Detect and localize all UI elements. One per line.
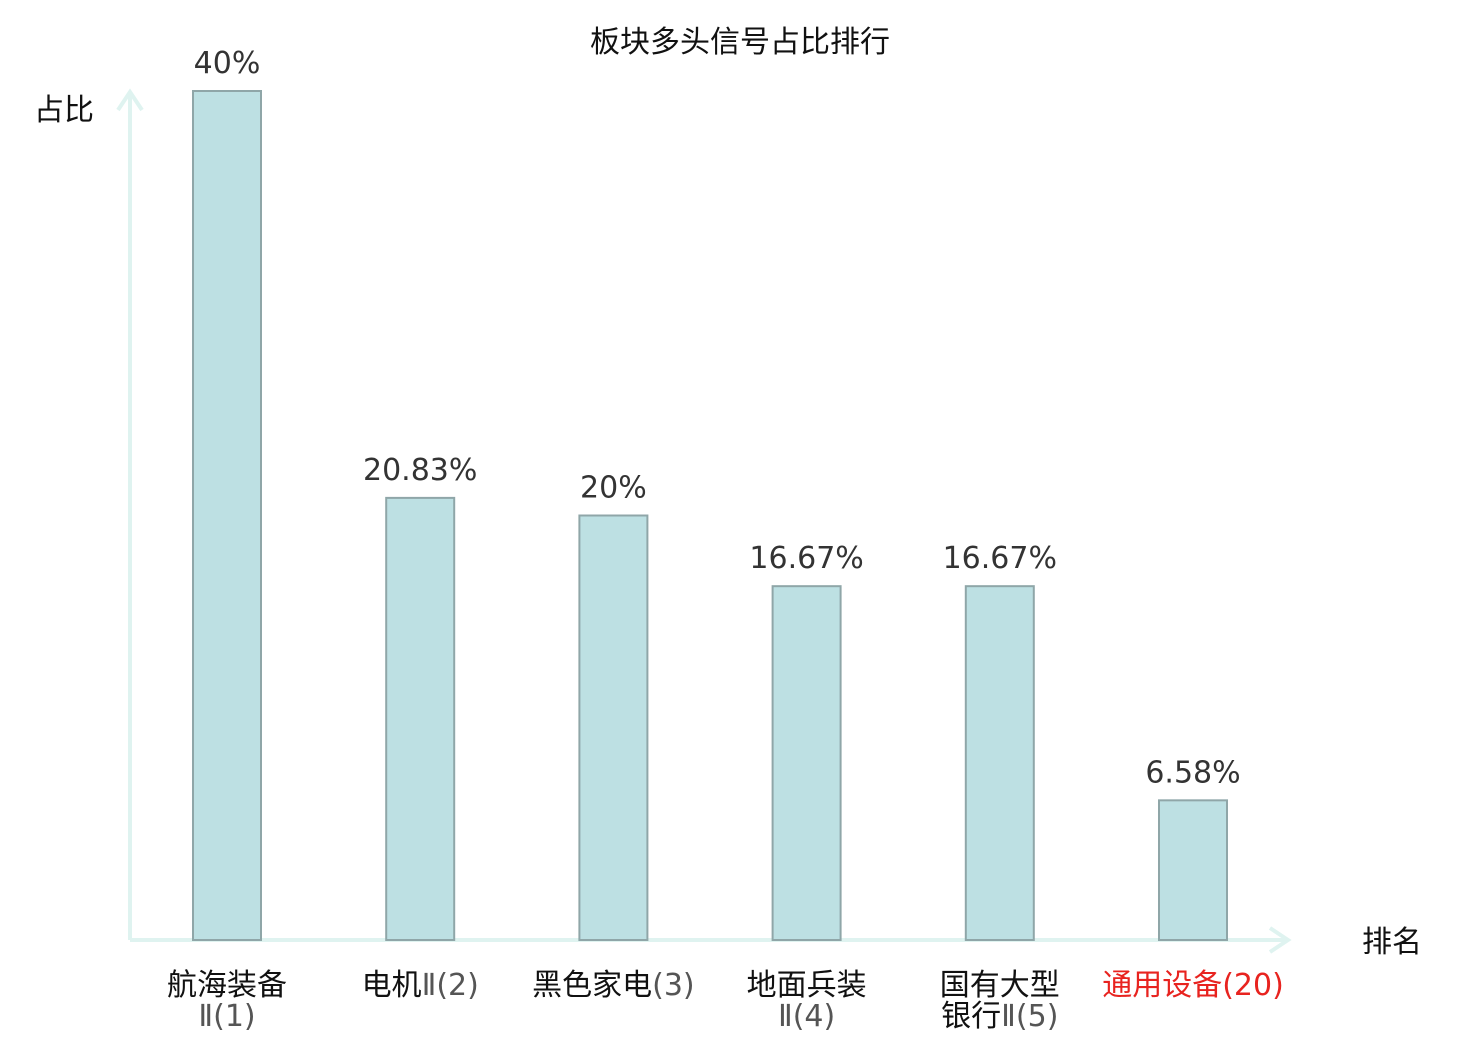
category-rank: Ⅱ(2): [422, 968, 479, 1003]
x-axis-label: 排名: [1362, 925, 1422, 960]
category-rank: Ⅱ(1): [198, 999, 255, 1034]
value-labels: 40% 20.83% 20% 16.67% 16.67% 6.58%: [194, 46, 1241, 790]
axes: [116, 88, 1292, 954]
bar: [192, 90, 262, 941]
category-text: 通用设备(20): [1102, 968, 1284, 1003]
category-name: 国有大型: [940, 968, 1060, 1003]
category-text: 银行Ⅱ(5): [941, 999, 1058, 1034]
category-label: 电机Ⅱ(2): [362, 968, 479, 1003]
value-label: 16.67%: [943, 541, 1057, 576]
bar: [1158, 799, 1228, 941]
category-text: 黑色家电(3): [532, 968, 695, 1003]
value-label: 40%: [194, 46, 261, 81]
category-rank: (20): [1222, 968, 1284, 1003]
bar: [771, 585, 842, 941]
category-name: 航海装备: [167, 968, 287, 1003]
category-name: 地面兵装: [747, 968, 867, 1003]
value-label: 20.83%: [363, 453, 477, 488]
category-label: 通用设备(20): [1102, 968, 1284, 1003]
bar: [578, 514, 649, 941]
category-name: 通用设备: [1102, 968, 1222, 1003]
y-axis-arrow: [116, 88, 144, 112]
category-text: 国有大型: [940, 968, 1060, 1003]
value-label: 6.58%: [1145, 755, 1240, 790]
bar: [964, 585, 1035, 941]
bars: [192, 90, 1228, 941]
category-rank: Ⅱ(4): [778, 999, 835, 1034]
category-text: 电机Ⅱ(2): [362, 968, 479, 1003]
category-name: 银行: [941, 999, 1001, 1034]
y-axis-label: 占比: [34, 93, 94, 128]
chart-title: 板块多头信号占比排行: [590, 25, 890, 60]
category-rank: (3): [652, 968, 695, 1003]
category-label: 黑色家电(3): [532, 968, 695, 1003]
value-label: 20%: [580, 471, 647, 506]
value-label: 16.67%: [749, 541, 863, 576]
category-name: 电机: [362, 968, 422, 1003]
category-rank: Ⅱ(5): [1001, 999, 1058, 1034]
x-axis-arrow: [1268, 926, 1292, 954]
category-name: 黑色家电: [532, 968, 652, 1003]
bar: [385, 496, 456, 941]
